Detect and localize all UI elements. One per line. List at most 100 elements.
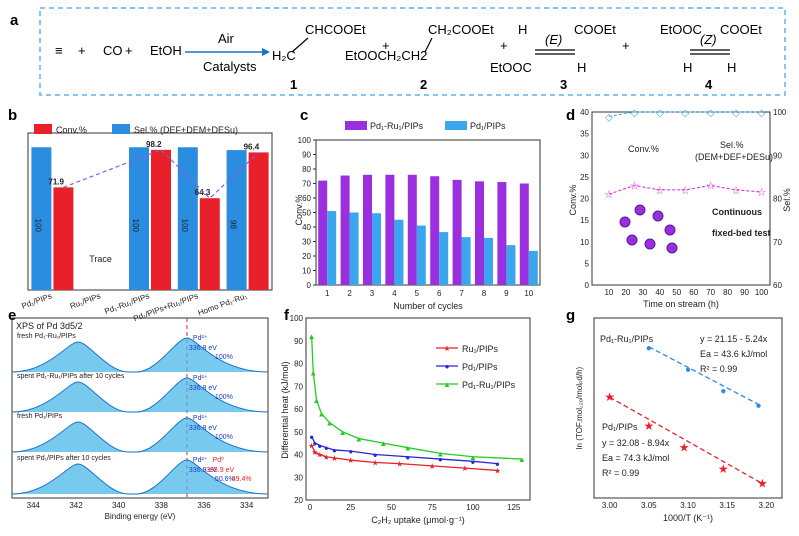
ytick-label-d-3: 15 [580,216,589,225]
bar-c-pd-3 [394,219,404,285]
ytick-label-f-0: 20 [294,496,303,505]
series-line-f-0 [311,445,498,472]
xtick-label-f-3: 75 [428,503,437,512]
xlabel-d: Time on stream (h) [643,299,719,309]
product3-top: COOEt [574,22,616,37]
point-f-2-2: ▲ [313,396,321,405]
peak-pct-3: 50.6% [215,476,235,483]
panel-c: c 0 10 20 30 40 50 60 70 80 90 100 Conv.% Pd₁-Ru₁/PI… [294,107,541,311]
chart-f: 20 30 40 50 60 70 80 90 100 0 25 50 75 100 125 C₂H₂ upt… [280,314,531,525]
trace-label-0: fresh Pd₁-Ru₁/PIPs [17,333,76,340]
series-line-f-1 [311,436,498,465]
bar-c-pd-8 [506,245,516,285]
bar-c-pdru-1 [340,175,350,285]
product4-topright: COOEt [720,22,762,37]
xtick-label-d-0: 10 [604,288,613,297]
panel-label-a: a [10,12,19,29]
product4-num: 4 [705,77,713,92]
xtick-label-c-2: 3 [370,289,375,298]
point-f-0-5: ★ [347,456,354,465]
ytick-label-c-6: 60 [302,194,311,203]
point-f-1-5: ● [348,447,353,456]
xtick-label-d-9: 100 [755,288,769,297]
annot-g-0-eq: y = 21.15 - 5.24x [700,334,768,344]
xlabel-f: C₂H₂ uptake (μmol·g⁻¹) [371,515,464,525]
peak-label-2: Pd²⁺ [193,415,208,422]
xtick-label-d-8: 90 [740,288,749,297]
ytick-label-f-2: 40 [294,451,303,460]
point-f-2-5: ▲ [339,428,347,437]
xtick-label-g-4: 3.20 [759,501,775,510]
bar-c-pd-1 [349,212,359,285]
ylabel-d: Conv.% [568,185,578,216]
ytick-label-f-7: 90 [294,337,303,346]
point-g-1-3: ★ [718,462,729,476]
ytick-label-f-5: 70 [294,382,303,391]
xtick-label-c-6: 7 [459,289,464,298]
ytick-label-c-2: 20 [302,252,311,261]
legend-label-c-1: Pd₁/PIPs [470,121,506,131]
ytick-label-c-8: 80 [302,165,311,174]
conv-trend-line [63,149,260,200]
point-f-2-0: ▲ [308,332,316,341]
panel-b: b Conv.% Sel.% (DEF+DEM+DESu) 100 71.9 Pd₁/P… [8,107,273,323]
point-g-0-1: ● [685,364,691,375]
ytick2-label-d-4: 100 [773,108,787,117]
reaction-scheme: ≡ + CO + EtOHAirCatalystsCHCOOEtH₂C1+CH₂COOE… [55,22,762,92]
fit-line-g-1 [609,396,763,485]
point-f-1-2: ● [317,441,322,450]
point-f-1-1: ● [312,439,317,448]
molecule-atom-2 [652,210,664,222]
bar-sel-2 [129,147,149,290]
legend-marker-f-0: ★ [443,344,450,353]
peak-label-1: Pd²⁺ [193,375,208,382]
plus-3: + [622,38,630,53]
annot-g-0-title: Pd₁-Ru₁/PIPs [600,334,654,344]
xtick-b-1: Ru₁/PIPs [69,291,102,310]
xtick-label-g-2: 3.10 [680,501,696,510]
chart-b: Conv.% Sel.% (DEF+DEM+DESu) 100 71.9 Pd₁/PIP… [20,124,273,323]
arrow-top-label: Air [218,31,235,46]
xps-trace-3 [11,459,269,495]
bar-c-pd-4 [416,225,426,285]
peak-be-1: 336.8 eV [189,385,217,392]
legend-swatch-conv [34,124,52,134]
point-f-1-7: ● [405,453,410,462]
panel-label-g: g [566,307,575,324]
point-g-0-2: ● [720,386,726,397]
xtick-label-c-4: 5 [415,289,420,298]
legend-label-f-2: Pd₁-Ru₁/PIPs [462,380,516,390]
product3-num: 3 [560,77,567,92]
ytick-label-d-2: 10 [580,238,589,247]
xtick-label-g-1: 3.05 [641,501,657,510]
xps-trace-2 [11,417,269,453]
product1-num: 1 [290,77,297,92]
bar-conv-3 [199,198,220,290]
legend-swatch-c-0 [345,121,367,130]
ytick-label-d-7: 35 [580,130,589,139]
xtick-label-d-6: 70 [706,288,715,297]
xtick-label-f-2: 50 [387,503,396,512]
product4-topleft: EtOOC [660,22,702,37]
xtick-label-c-3: 4 [392,289,397,298]
panel-e: e 344 342 340 338 336 334 Binding energy (eV) X… [8,307,269,521]
point-f-0-0: ★ [308,441,315,450]
point-f-0-10: ★ [494,466,501,475]
peak2-pct-3: 49.4% [232,476,252,483]
point-f-0-3: ★ [323,453,330,462]
bar-c-pdru-6 [452,179,462,285]
point-f-2-4: ▲ [326,419,334,428]
plot-frame-f [305,317,531,501]
panel-d: d 0 5 10 15 20 25 30 35 40 60 70 80 90 100 10 20 30 40 50 6… [566,107,792,309]
peak2-be-3: 335.9 eV [206,467,234,474]
molecule-atom-5 [644,238,656,250]
reactant-1: + [78,43,86,58]
point-f-0-8: ★ [429,462,436,471]
bar-c-pdru-5 [430,176,440,285]
bar-sel-label-2: 100 [131,219,140,233]
product3-bottom: EtOOC [490,60,532,75]
legend-label-f-1: Pd₁/PIPs [462,362,498,372]
point-g-1-0: ★ [604,390,615,404]
xtick-label-e-4: 336 [197,501,211,510]
